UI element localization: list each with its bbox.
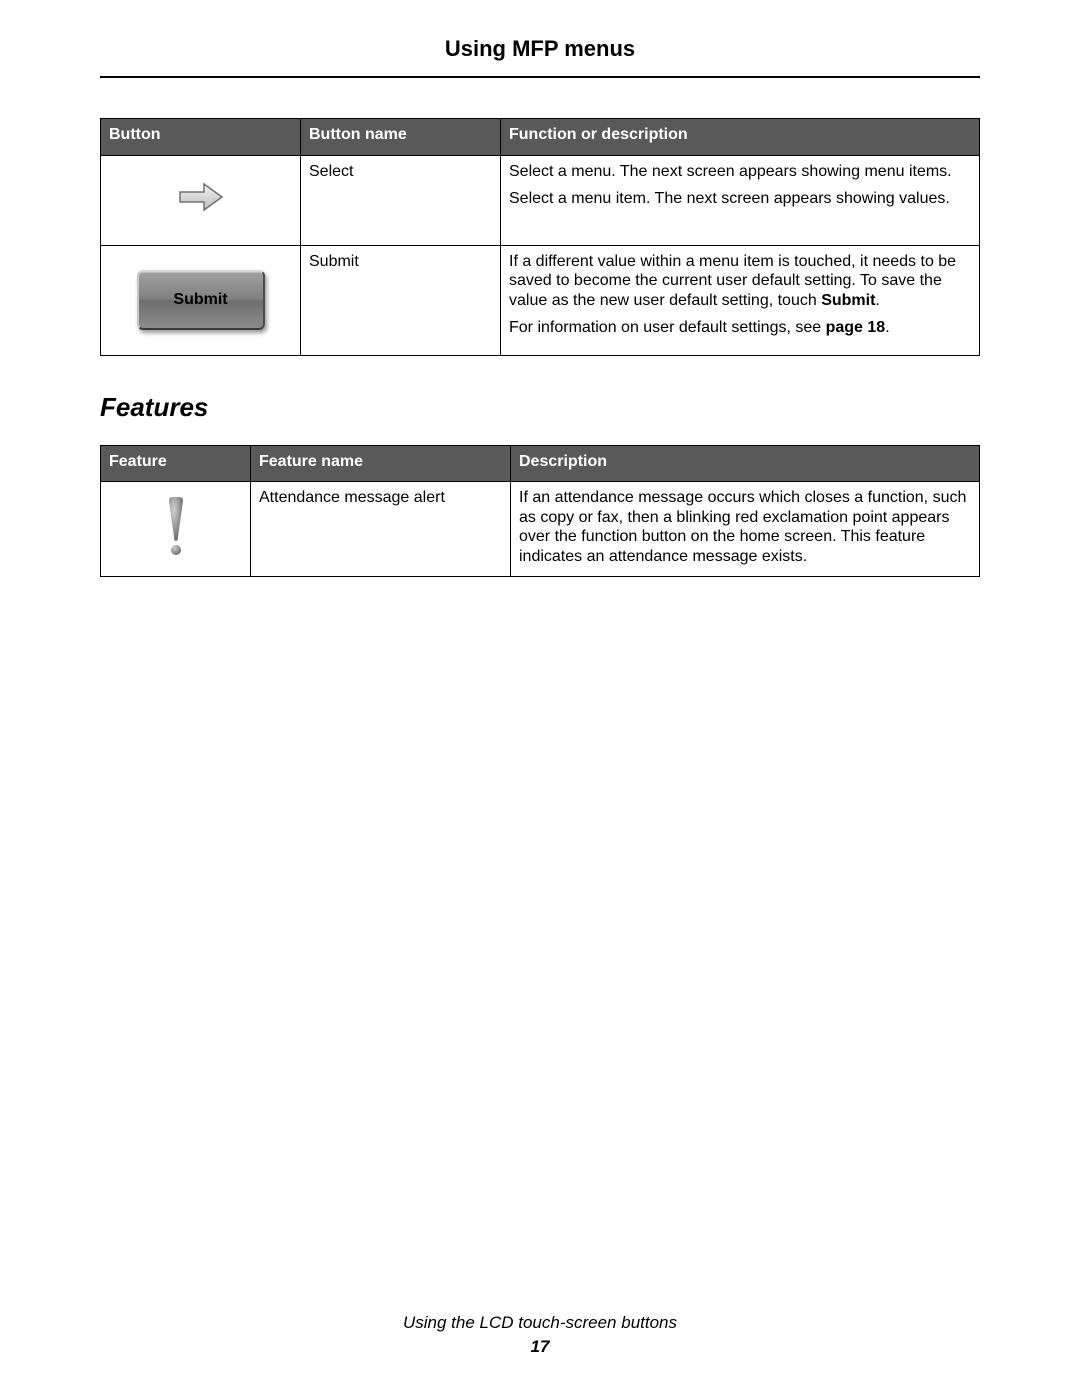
desc-paragraph: Select a menu item. The next screen appe… <box>509 189 971 209</box>
page-footer: Using the LCD touch-screen buttons 17 <box>0 1313 1080 1357</box>
table-row: Attendance message alert If an attendanc… <box>101 482 980 577</box>
col-feature-name: Feature name <box>251 445 511 482</box>
title-rule <box>100 76 980 78</box>
arrow-right-icon <box>178 199 224 216</box>
button-name-cell: Submit <box>301 245 501 355</box>
text-run: If a different value within a menu item … <box>509 253 956 309</box>
button-desc-cell: If a different value within a menu item … <box>501 245 980 355</box>
text-run: For information on user default settings… <box>509 319 826 336</box>
table-row: Select Select a menu. The next screen ap… <box>101 155 980 245</box>
feature-icon-cell <box>101 482 251 577</box>
button-icon-cell <box>101 155 301 245</box>
page-title: Using MFP menus <box>100 36 980 76</box>
submit-button-icon: Submit <box>137 270 265 330</box>
button-desc-cell: Select a menu. The next screen appears s… <box>501 155 980 245</box>
features-heading: Features <box>100 392 980 423</box>
table-header-row: Button Button name Function or descripti… <box>101 119 980 156</box>
features-table: Feature Feature name Description <box>100 445 980 578</box>
col-function: Function or description <box>501 119 980 156</box>
feature-name-cell: Attendance message alert <box>251 482 511 577</box>
col-feature: Feature <box>101 445 251 482</box>
table-header-row: Feature Feature name Description <box>101 445 980 482</box>
desc-paragraph: For information on user default settings… <box>509 318 971 338</box>
buttons-table: Button Button name Function or descripti… <box>100 118 980 356</box>
text-run: . <box>875 292 879 309</box>
table-row: Submit Submit If a different value withi… <box>101 245 980 355</box>
col-button-name: Button name <box>301 119 501 156</box>
col-description: Description <box>511 445 980 482</box>
page-number: 17 <box>0 1337 1080 1357</box>
feature-desc-cell: If an attendance message occurs which cl… <box>511 482 980 577</box>
document-page: Using MFP menus Button Button name Funct… <box>0 0 1080 1397</box>
text-bold: Submit <box>821 292 875 309</box>
desc-paragraph: Select a menu. The next screen appears s… <box>509 162 971 182</box>
col-button: Button <box>101 119 301 156</box>
footer-caption: Using the LCD touch-screen buttons <box>0 1313 1080 1333</box>
text-run: . <box>885 319 889 336</box>
exclamation-icon <box>165 544 187 561</box>
button-name-cell: Select <box>301 155 501 245</box>
desc-paragraph: If a different value within a menu item … <box>509 252 971 311</box>
button-icon-cell: Submit <box>101 245 301 355</box>
text-bold: page 18 <box>826 319 886 336</box>
